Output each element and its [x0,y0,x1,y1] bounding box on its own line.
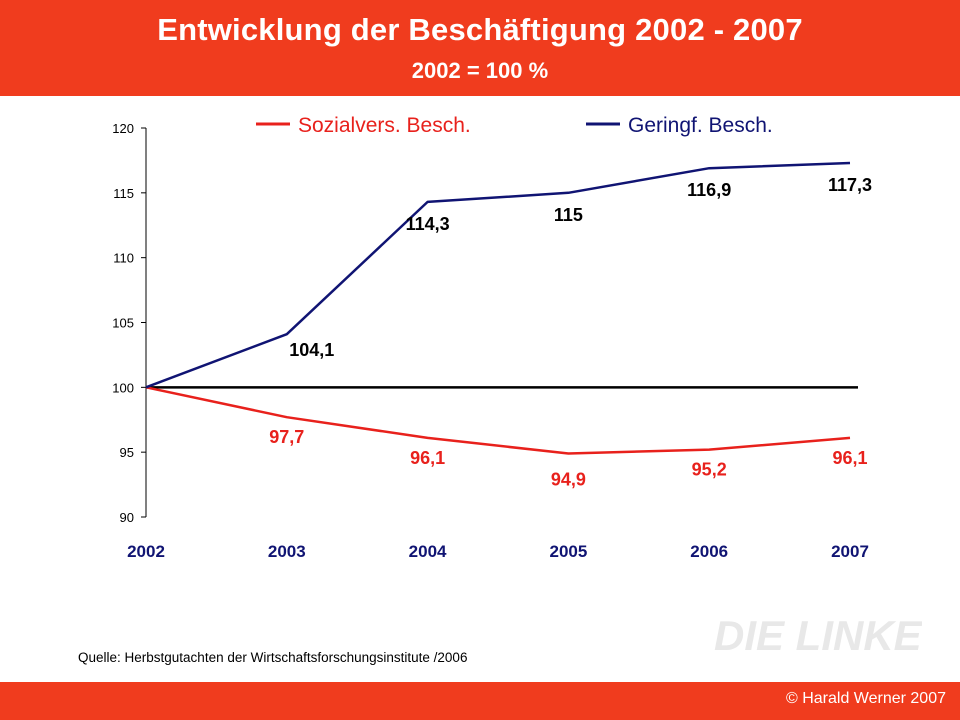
data-label: 96,1 [410,448,445,468]
series-line [145,386,851,455]
page-subtitle: 2002 = 100 % [411,58,549,83]
data-label: 95,2 [692,460,727,480]
y-tick-label: 90 [120,510,134,525]
legend-label: Geringf. Besch. [628,114,773,137]
y-tick-label: 120 [112,121,134,136]
y-tick-label: 115 [113,186,134,201]
source-note: Quelle: Herbstgutachten der Wirtschaftsf… [78,650,468,665]
chart-legend: Sozialvers. Besch. Geringf. Besch. [256,114,773,137]
footer-bar: © Harald Werner 2007 [0,682,960,720]
y-tick-label: 95 [120,445,134,460]
y-tick-label: 110 [113,251,134,266]
data-label: 96,1 [832,448,867,468]
data-label: 104,1 [289,340,334,360]
x-tick-label: 2005 [549,542,587,561]
copyright-text: © Harald Werner 2007 [785,690,946,707]
chart-data-labels: 97,7 96,1 94,9 95,2 96,1 104,1 114,3 115 116,9 11… [269,175,872,489]
data-label: 116,9 [687,180,731,200]
y-tick-label: 105 [112,316,134,331]
x-tick-label: 2002 [127,542,165,561]
x-tick-label: 2004 [409,542,447,561]
data-label: 94,9 [551,469,586,489]
employment-line-chart: 90 95 100 105 110 115 120 2002 2003 2004 2005 2006 2… [112,114,872,561]
legend-label: Sozialvers. Besch. [298,114,471,137]
page-title: Entwicklung der Beschäftigung 2002 - 200… [157,12,803,47]
series-line [145,161,851,389]
title-banner: Entwicklung der Beschäftigung 2002 - 200… [0,0,960,96]
y-tick-label: 100 [112,380,134,395]
data-label: 115 [554,205,583,225]
x-tick-label: 2007 [831,542,869,561]
chart-series [145,161,851,455]
chart-axes: 90 95 100 105 110 115 120 2002 2003 2004 2005 2006 2… [112,121,869,561]
x-tick-label: 2006 [690,542,728,561]
x-tick-label: 2003 [268,542,306,561]
data-label: 114,3 [406,214,450,234]
svg-text:DIE LINKE.: DIE LINKE. [714,612,922,659]
data-label: 117,3 [828,175,872,195]
die-linke-logo: DIE LINKE. [714,612,922,659]
data-label: 97,7 [269,427,304,447]
